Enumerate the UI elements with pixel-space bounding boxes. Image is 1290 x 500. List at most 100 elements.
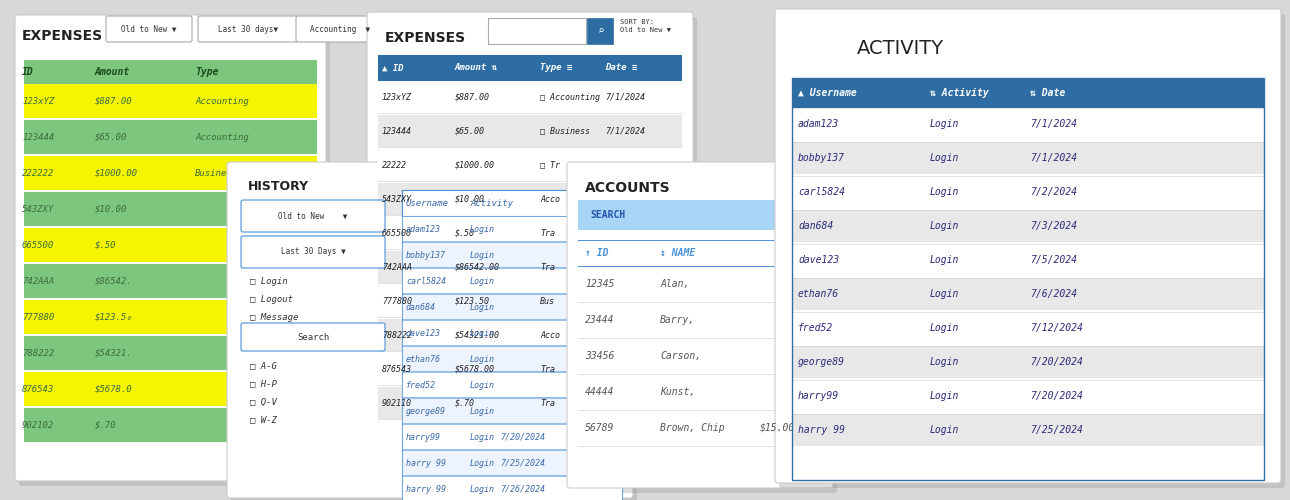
Text: $.70: $.70 xyxy=(455,398,475,407)
Text: Accounting: Accounting xyxy=(195,132,249,141)
Bar xyxy=(402,268,622,293)
Text: 7/20/2024: 7/20/2024 xyxy=(501,432,544,442)
Text: Login: Login xyxy=(930,187,960,197)
Text: 23444: 23444 xyxy=(584,315,614,325)
Text: 665500: 665500 xyxy=(382,228,412,237)
Text: harry 99: harry 99 xyxy=(799,425,845,435)
Text: ▲ ID: ▲ ID xyxy=(382,64,404,72)
Text: fred52: fred52 xyxy=(799,323,833,333)
Text: harry 99: harry 99 xyxy=(406,458,446,468)
Text: 7/3/2024: 7/3/2024 xyxy=(1029,221,1077,231)
Bar xyxy=(402,294,622,319)
Text: □ Login: □ Login xyxy=(250,278,288,286)
Text: 22222: 22222 xyxy=(382,160,408,170)
Bar xyxy=(25,336,317,370)
Bar xyxy=(792,176,1264,208)
Bar xyxy=(25,192,317,226)
Text: Tra: Tra xyxy=(541,262,555,272)
Bar xyxy=(792,312,1264,344)
Text: 7/20/2024: 7/20/2024 xyxy=(1029,391,1082,401)
Text: Carson,: Carson, xyxy=(660,351,702,361)
Text: $1000.00: $1000.00 xyxy=(95,168,138,177)
Bar xyxy=(378,55,682,81)
Text: □ Business: □ Business xyxy=(541,126,590,136)
Text: harry99: harry99 xyxy=(406,432,441,442)
Text: carl5824: carl5824 xyxy=(799,187,845,197)
Bar xyxy=(402,190,622,216)
Text: Bus: Bus xyxy=(541,296,555,306)
Bar xyxy=(378,217,682,249)
Bar xyxy=(402,346,622,371)
Text: 788222: 788222 xyxy=(382,330,412,340)
Text: Login: Login xyxy=(470,328,495,338)
Text: □ H-P: □ H-P xyxy=(250,380,277,388)
Text: $54321.: $54321. xyxy=(95,348,133,358)
Bar xyxy=(378,183,682,215)
Bar xyxy=(792,278,1264,310)
Text: SORT BY:
Old to New ▼: SORT BY: Old to New ▼ xyxy=(620,20,671,32)
Bar xyxy=(792,78,1264,108)
Text: george89: george89 xyxy=(799,357,845,367)
Bar xyxy=(25,84,317,118)
Text: Login: Login xyxy=(930,153,960,163)
Bar xyxy=(378,319,682,351)
Text: □ Tr: □ Tr xyxy=(541,160,560,170)
Text: 665500: 665500 xyxy=(22,240,54,250)
Bar xyxy=(25,156,317,190)
Text: Login: Login xyxy=(930,391,960,401)
FancyBboxPatch shape xyxy=(197,16,298,42)
Bar xyxy=(402,398,622,423)
Text: 876543: 876543 xyxy=(382,364,412,374)
Text: adam123: adam123 xyxy=(406,224,441,234)
Text: Login: Login xyxy=(930,255,960,265)
Text: ethan76: ethan76 xyxy=(406,354,441,364)
Text: Login: Login xyxy=(470,276,495,285)
Bar xyxy=(578,200,822,230)
Text: Login: Login xyxy=(930,119,960,129)
Text: Date ≡: Date ≡ xyxy=(605,64,637,72)
Text: SEARCH: SEARCH xyxy=(590,210,626,220)
Text: 12345: 12345 xyxy=(584,279,614,289)
Text: Login: Login xyxy=(470,458,495,468)
Text: Tra: Tra xyxy=(541,228,555,237)
Text: Login: Login xyxy=(470,406,495,416)
Bar xyxy=(402,190,622,500)
Text: 777880: 777880 xyxy=(22,312,54,322)
Text: Login: Login xyxy=(930,221,960,231)
Text: Login: Login xyxy=(930,323,960,333)
Text: $.70: $.70 xyxy=(95,420,116,430)
Text: ACCOUNTS: ACCOUNTS xyxy=(584,181,671,195)
Text: harry 99: harry 99 xyxy=(406,484,446,494)
Bar xyxy=(378,115,682,147)
Text: □ W-Z: □ W-Z xyxy=(250,416,277,424)
Text: ID: ID xyxy=(22,67,34,77)
Text: 543ZXY: 543ZXY xyxy=(22,204,54,214)
Text: Last 30 Days ▼: Last 30 Days ▼ xyxy=(281,248,346,256)
Text: Login: Login xyxy=(930,425,960,435)
Text: ethan76: ethan76 xyxy=(799,289,838,299)
Text: Login: Login xyxy=(930,289,960,299)
FancyBboxPatch shape xyxy=(241,200,384,232)
Text: ⇅ Activity: ⇅ Activity xyxy=(930,88,988,98)
Bar xyxy=(25,408,317,442)
Text: Login: Login xyxy=(470,380,495,390)
Bar xyxy=(378,285,682,317)
Text: Login: Login xyxy=(470,224,495,234)
FancyBboxPatch shape xyxy=(231,167,637,500)
Text: 876543: 876543 xyxy=(22,384,54,394)
Text: harry99: harry99 xyxy=(799,391,838,401)
Bar xyxy=(402,216,622,241)
Bar xyxy=(402,424,622,449)
FancyBboxPatch shape xyxy=(779,14,1285,488)
Text: 123xYZ: 123xYZ xyxy=(382,92,412,102)
Text: Login: Login xyxy=(470,354,495,364)
Bar xyxy=(402,476,622,500)
Text: $123.50: $123.50 xyxy=(455,296,490,306)
Text: 788222: 788222 xyxy=(22,348,54,358)
Text: $10.00: $10.00 xyxy=(95,204,128,214)
Text: Tra: Tra xyxy=(541,398,555,407)
Text: 7/20/2024: 7/20/2024 xyxy=(1029,357,1082,367)
Bar xyxy=(378,149,682,181)
Text: Amount ⇅: Amount ⇅ xyxy=(455,64,498,72)
Text: 543ZXY: 543ZXY xyxy=(382,194,412,203)
